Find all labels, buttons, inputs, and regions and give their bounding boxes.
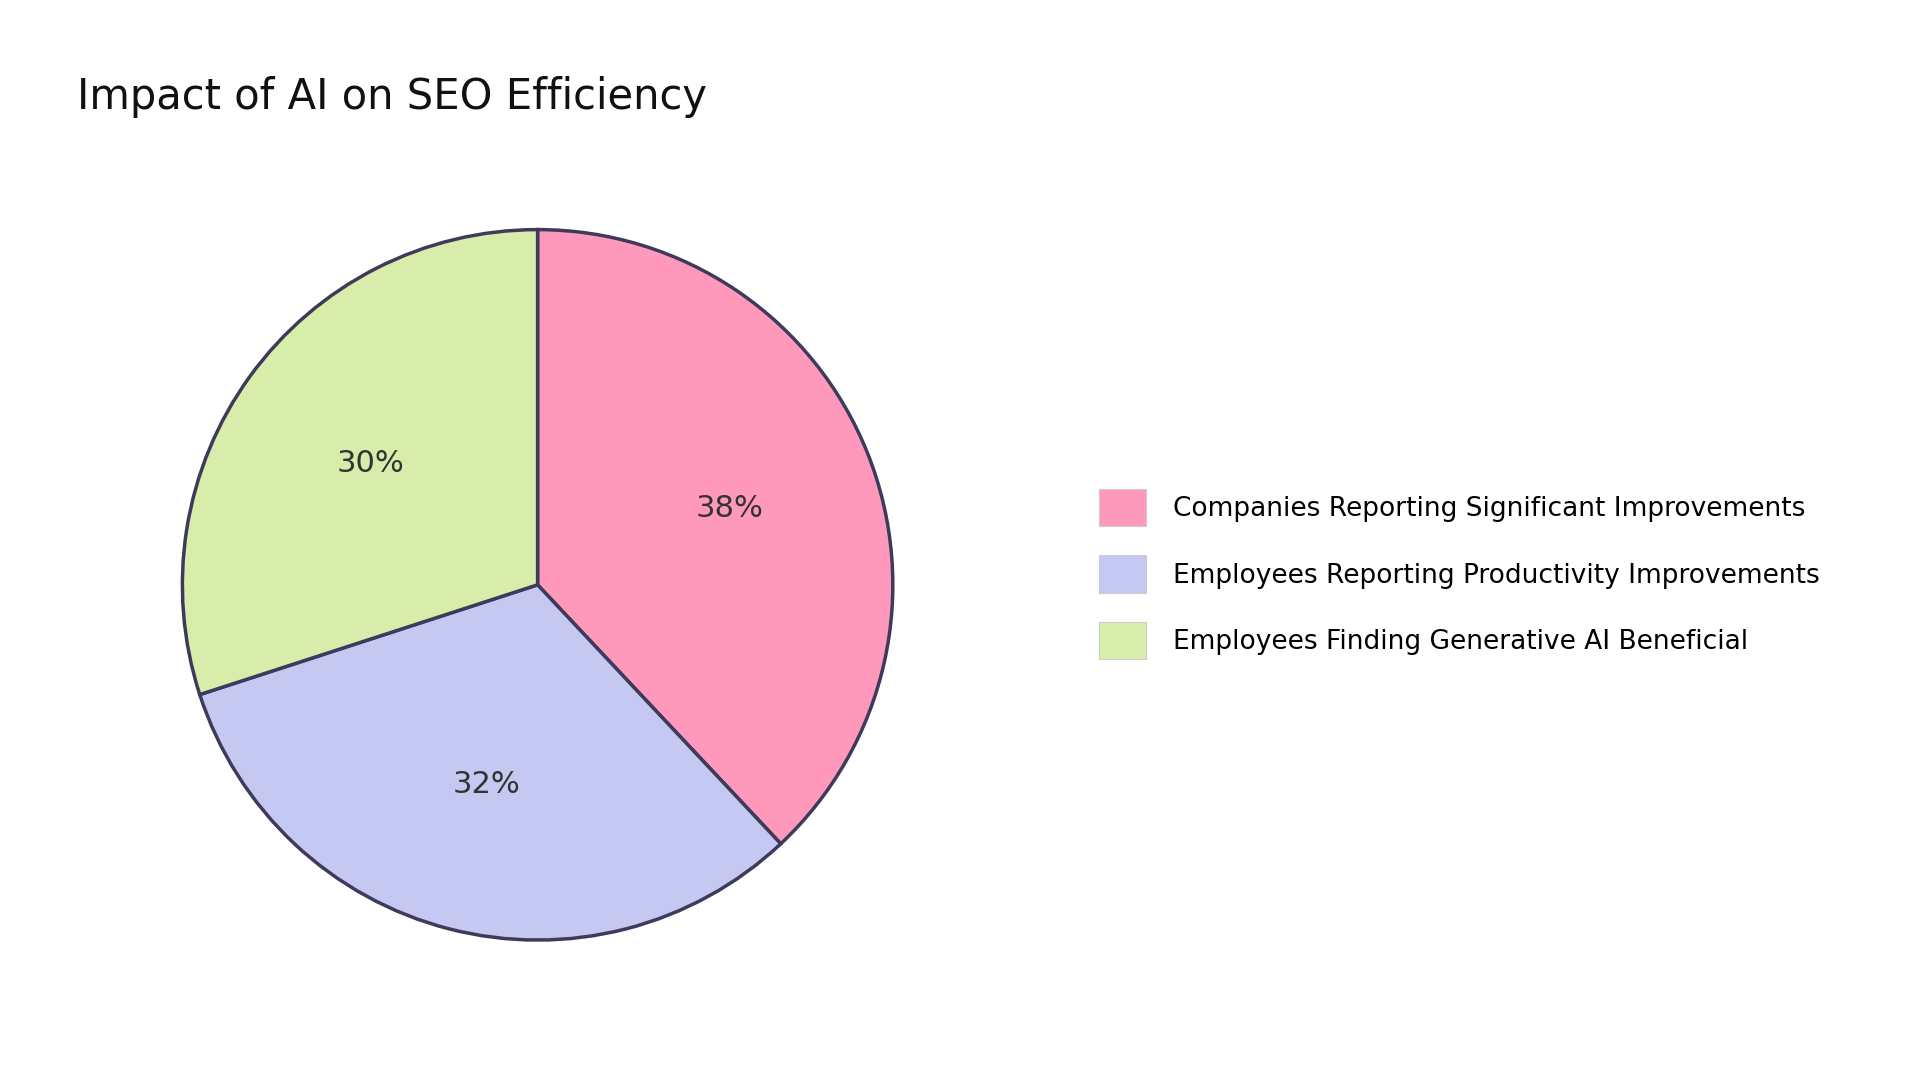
- Legend: Companies Reporting Significant Improvements, Employees Reporting Productivity I: Companies Reporting Significant Improvem…: [1089, 479, 1830, 669]
- Wedge shape: [200, 585, 781, 940]
- Text: 38%: 38%: [695, 495, 762, 523]
- Wedge shape: [182, 230, 538, 694]
- Wedge shape: [538, 230, 893, 844]
- Text: 30%: 30%: [338, 449, 405, 479]
- Text: Impact of AI on SEO Efficiency: Impact of AI on SEO Efficiency: [77, 76, 707, 118]
- Text: 32%: 32%: [453, 770, 520, 799]
